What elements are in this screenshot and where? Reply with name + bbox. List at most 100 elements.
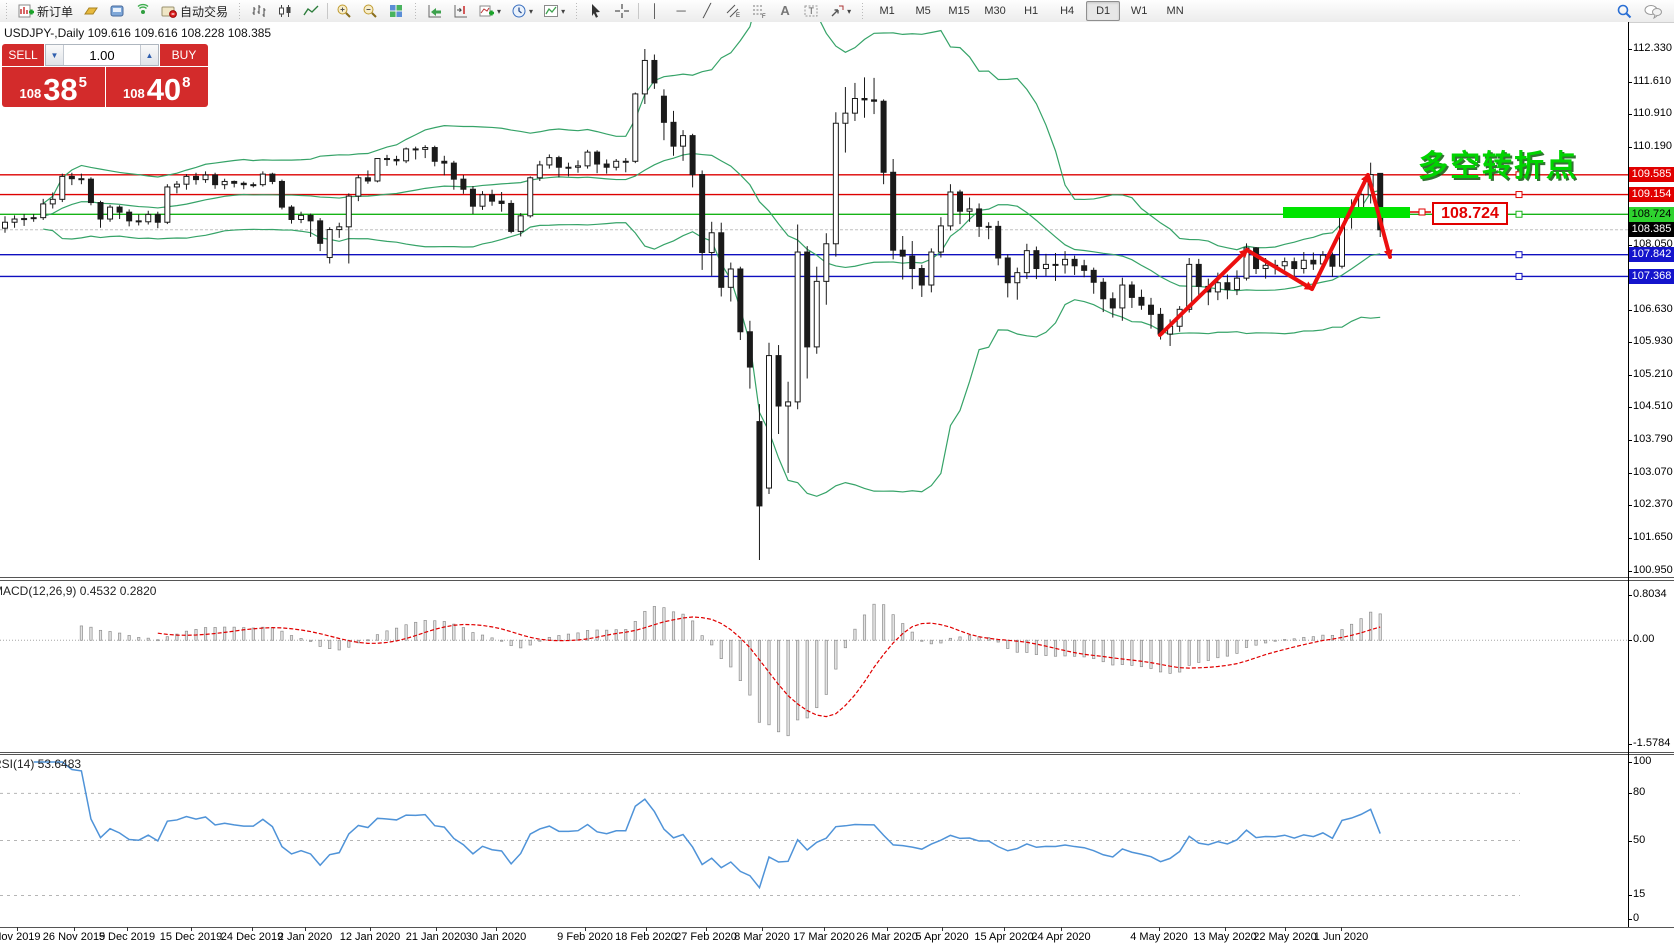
pane-splitter[interactable] — [0, 754, 1674, 755]
timeframe-d1[interactable]: D1 — [1086, 1, 1121, 21]
line-handle[interactable] — [1515, 210, 1523, 218]
sell-pips: 38 — [43, 72, 78, 107]
sell-price[interactable]: 108 38 5 — [2, 67, 105, 107]
buy-button[interactable]: BUY — [160, 44, 208, 66]
pane-splitter[interactable] — [0, 752, 1674, 753]
toolbar-grip[interactable] — [859, 3, 867, 19]
time-axis-tick — [585, 927, 586, 931]
trend-arrow[interactable] — [1366, 173, 1393, 259]
candle-body — [164, 186, 171, 223]
toolbar-grip[interactable] — [573, 3, 581, 19]
arrows-tool[interactable]: ▾ — [825, 0, 855, 22]
volume-value[interactable]: 1.00 — [89, 47, 115, 63]
pane-splitter[interactable] — [0, 577, 1674, 578]
timeframe-m15[interactable]: M15 — [948, 5, 970, 17]
macd-indicator-pane[interactable] — [0, 581, 1628, 752]
bollinger-middle-band — [43, 152, 1381, 292]
volume-increase-button[interactable]: ▲ — [140, 45, 158, 65]
signals-button[interactable] — [131, 0, 155, 22]
candle-body — [851, 97, 858, 114]
search-button[interactable] — [1612, 0, 1637, 22]
trendline-tool[interactable]: ╱ — [695, 0, 719, 22]
candle-body — [1090, 269, 1097, 283]
candle-body — [489, 194, 496, 202]
indicators-button[interactable]: ▾ — [475, 0, 505, 22]
level-callout-box[interactable]: 108.724 — [1432, 202, 1508, 225]
candle-body — [1195, 263, 1202, 287]
candle-body — [1243, 247, 1250, 279]
callout-handle[interactable] — [1418, 208, 1426, 216]
new-order-button[interactable]: 新订单 — [14, 0, 77, 22]
macd-histogram-bar — [1044, 639, 1048, 656]
text-tool[interactable]: A — [773, 0, 797, 22]
fibonacci-tool[interactable]: F — [747, 0, 771, 22]
channel-tool[interactable]: E — [721, 0, 745, 22]
date-label: 8 Mar 2020 — [734, 931, 790, 943]
line-handle[interactable] — [1515, 191, 1523, 199]
horizontal-line-tool[interactable]: ─ — [669, 0, 693, 22]
candle-body — [670, 121, 677, 147]
macd-histogram-bar — [738, 639, 742, 681]
text-label-tool[interactable]: T — [799, 0, 823, 22]
zoom-out-button[interactable] — [358, 0, 382, 22]
market-watch-button[interactable] — [105, 0, 129, 22]
rsi-indicator-pane[interactable] — [0, 755, 1628, 927]
trend-arrow[interactable] — [1310, 173, 1370, 291]
line-handle[interactable] — [1515, 272, 1523, 280]
line-handle[interactable] — [1515, 251, 1523, 259]
zoom-in-button[interactable] — [332, 0, 356, 22]
timeframe-m1[interactable]: M1 — [879, 5, 895, 17]
trend-arrow[interactable] — [1245, 248, 1314, 291]
sell-button[interactable]: SELL — [2, 44, 44, 66]
toolbar-grip[interactable] — [412, 3, 420, 19]
candle-body — [1100, 281, 1107, 300]
toolbar-grip[interactable] — [236, 3, 244, 19]
autotrade-button[interactable]: 自动交易 — [157, 0, 232, 22]
timeframe-m30[interactable]: M30 — [984, 5, 1006, 17]
time-axis-tick — [1341, 927, 1342, 931]
candle-body — [823, 243, 830, 282]
support-highlight-bar[interactable] — [1283, 207, 1410, 218]
time-axis-tick — [370, 927, 371, 931]
main-price-chart[interactable] — [0, 22, 1628, 578]
tile-windows-button[interactable] — [384, 0, 408, 22]
candle-body — [584, 151, 591, 167]
line-chart-button[interactable] — [299, 0, 323, 22]
timeframe-h1[interactable]: H1 — [1024, 5, 1039, 17]
crosshair-tool-button[interactable] — [610, 0, 634, 22]
time-axis-tick — [436, 927, 437, 931]
trend-arrow[interactable] — [1158, 248, 1249, 337]
candle-body — [1081, 265, 1088, 271]
timeframe-h4[interactable]: H4 — [1060, 5, 1075, 17]
periods-button[interactable]: ▾ — [507, 0, 537, 22]
price-tick: 102.370 — [1628, 498, 1673, 511]
timeframe-mn[interactable]: MN — [1166, 5, 1184, 17]
toolbar-grip[interactable] — [3, 3, 10, 19]
cursor-tool-button[interactable] — [584, 0, 608, 22]
buy-price[interactable]: 108 40 8 — [105, 67, 208, 107]
pane-splitter[interactable] — [0, 580, 1674, 581]
macd-histogram-bar — [987, 637, 991, 641]
timeframe-w1[interactable]: W1 — [1130, 5, 1148, 17]
candle-body — [193, 175, 199, 181]
vertical-line-tool[interactable]: │ — [643, 0, 667, 22]
candle-body — [1186, 263, 1193, 310]
macd-histogram-bar — [614, 629, 618, 641]
gold-button[interactable] — [79, 0, 103, 22]
candle-body — [1033, 250, 1040, 270]
candlestick-chart-button[interactable] — [273, 0, 297, 22]
volume-decrease-button[interactable]: ▼ — [46, 45, 64, 65]
timeframe-m5[interactable]: M5 — [915, 5, 931, 17]
candle-body — [918, 268, 925, 286]
chart-shift-button[interactable] — [449, 0, 473, 22]
templates-button[interactable]: ▾ — [539, 0, 569, 22]
bar-chart-button[interactable] — [247, 0, 271, 22]
date-label: 26 Mar 2020 — [856, 931, 918, 943]
chat-button[interactable] — [1639, 0, 1667, 22]
line-handle[interactable] — [1515, 171, 1523, 179]
arrows-icon — [831, 5, 844, 17]
candle-body — [718, 232, 725, 288]
auto-scroll-button[interactable] — [423, 0, 447, 22]
candle-body — [2, 221, 8, 229]
macd-histogram-bar — [891, 614, 895, 641]
